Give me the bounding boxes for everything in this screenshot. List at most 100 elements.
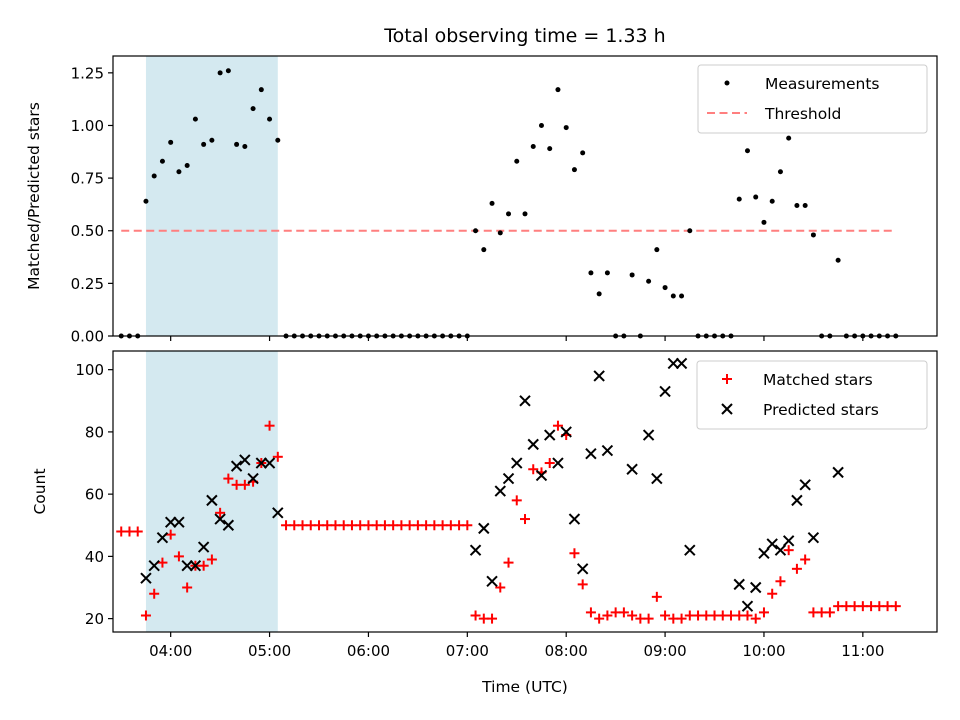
- measurement-point: [588, 270, 594, 276]
- measurement-point: [473, 228, 479, 234]
- top-ytick-label: 0.25: [71, 275, 104, 293]
- predicted-point-b: [247, 472, 259, 485]
- predicted-point: [494, 485, 506, 497]
- measurement-point: [184, 162, 190, 168]
- predicted-point-b: [222, 519, 235, 531]
- bottom-xtick-label: 07:00: [446, 642, 489, 660]
- matched-point: [618, 607, 629, 618]
- legend-predicted-glyph: [721, 403, 733, 415]
- bottom-x-ticks: 04:00 05:00 06:00 07:00 08:00 09:00 10:00 11:00: [149, 632, 884, 660]
- legend-matched-glyph: [722, 374, 732, 384]
- predicted-point-b: [535, 469, 548, 482]
- top-y-ticks: 0.00 0.25 0.50 0.75 1.00 1.25: [71, 64, 113, 346]
- predicted-point-b: [148, 560, 160, 572]
- top-ytick-label: 1.00: [71, 117, 104, 135]
- predicted-point-b: [156, 532, 169, 544]
- matched-point: [272, 451, 283, 462]
- predicted-point-b: [733, 578, 745, 591]
- predicted-point-b: [568, 513, 581, 525]
- matched-point: [470, 610, 481, 621]
- top-legend-box: [697, 64, 928, 134]
- matched-point: [824, 607, 835, 618]
- predicted-point: [626, 463, 638, 475]
- predicted-point-b: [560, 426, 572, 438]
- measurement-point: [835, 257, 841, 263]
- matched-point: [602, 610, 613, 621]
- predicted-point: [173, 516, 185, 528]
- predicted-point-b: [758, 547, 770, 559]
- matched-point: [651, 591, 662, 602]
- legend-label-threshold: Threshold: [764, 105, 841, 123]
- predicted-point: [799, 479, 811, 491]
- measurement-point: [275, 137, 281, 143]
- top-x-ticks: [170, 336, 864, 341]
- bottom-legend: Matched stars Predicted stars: [696, 360, 928, 430]
- predicted-point-b: [774, 544, 787, 556]
- top-shaded-interval: [145, 56, 278, 336]
- measurement-point: [753, 194, 759, 200]
- predicted-point-b: [576, 563, 589, 575]
- predicted-point-b: [494, 485, 506, 497]
- measurement-point: [168, 139, 174, 145]
- measurement-point: [736, 196, 742, 202]
- measurement-point: [555, 87, 561, 93]
- legend-label-measurements: Measurements: [765, 75, 880, 93]
- measurement-point: [217, 70, 223, 76]
- measurement-point: [604, 270, 610, 276]
- predicted-point-b: [750, 581, 762, 594]
- predicted-point: [156, 532, 169, 544]
- predicted-point: [791, 494, 803, 507]
- predicted-point: [675, 357, 688, 370]
- predicted-point: [189, 560, 202, 572]
- measurement-point: [654, 247, 660, 253]
- measurement-point: [547, 146, 553, 152]
- measurement-point: [794, 202, 800, 208]
- matched-point: [149, 588, 160, 599]
- measurement-point: [497, 230, 503, 236]
- predicted-point-b: [684, 544, 696, 556]
- predicted-point-b: [173, 516, 185, 528]
- measurement-point: [662, 285, 668, 291]
- bottom-panel: 20 40 60 80 100 04:00 05:00 06:00 07:00 08:00 09:…: [31, 350, 938, 696]
- bottom-xtick-label: 09:00: [643, 642, 686, 660]
- predicted-point: [766, 538, 778, 550]
- matched-point: [182, 582, 193, 593]
- predicted-point-b: [601, 444, 614, 457]
- predicted-point: [601, 444, 614, 457]
- top-ytick-label: 1.25: [71, 64, 104, 82]
- predicted-point: [164, 516, 177, 528]
- predicted-point-b: [502, 472, 515, 485]
- predicted-point-b: [832, 466, 844, 479]
- predicted-point-b: [585, 447, 597, 460]
- measurement-point: [151, 173, 157, 179]
- measurement-point: [242, 144, 248, 150]
- predicted-point-b: [667, 357, 680, 370]
- predicted-point-b: [544, 429, 556, 441]
- legend-marker-matched: [722, 374, 732, 384]
- matched-point: [239, 479, 250, 490]
- measurement-point: [201, 141, 207, 147]
- predicted-point: [519, 395, 531, 407]
- measurement-point: [143, 198, 149, 204]
- legend-marker-predicted: [721, 403, 733, 415]
- measurement-point: [679, 293, 685, 299]
- predicted-point: [568, 513, 581, 525]
- predicted-point-b: [799, 479, 811, 491]
- predicted-point-b: [675, 357, 688, 370]
- measurement-point: [530, 144, 536, 150]
- predicted-point: [247, 472, 259, 485]
- matched-point: [676, 613, 687, 624]
- predicted-point-b: [239, 454, 251, 466]
- measurement-point: [234, 141, 240, 147]
- chart-title: Total observing time = 1.33 h: [383, 25, 665, 47]
- matched-point: [528, 464, 539, 475]
- predicted-point-b: [230, 460, 243, 472]
- measurement-point: [159, 158, 165, 164]
- matched-point: [767, 588, 778, 599]
- measurement-point: [596, 291, 602, 297]
- measurement-point: [481, 247, 487, 253]
- predicted-point: [560, 426, 572, 438]
- predicted-point: [807, 532, 820, 544]
- top-axes-frame: [112, 55, 938, 337]
